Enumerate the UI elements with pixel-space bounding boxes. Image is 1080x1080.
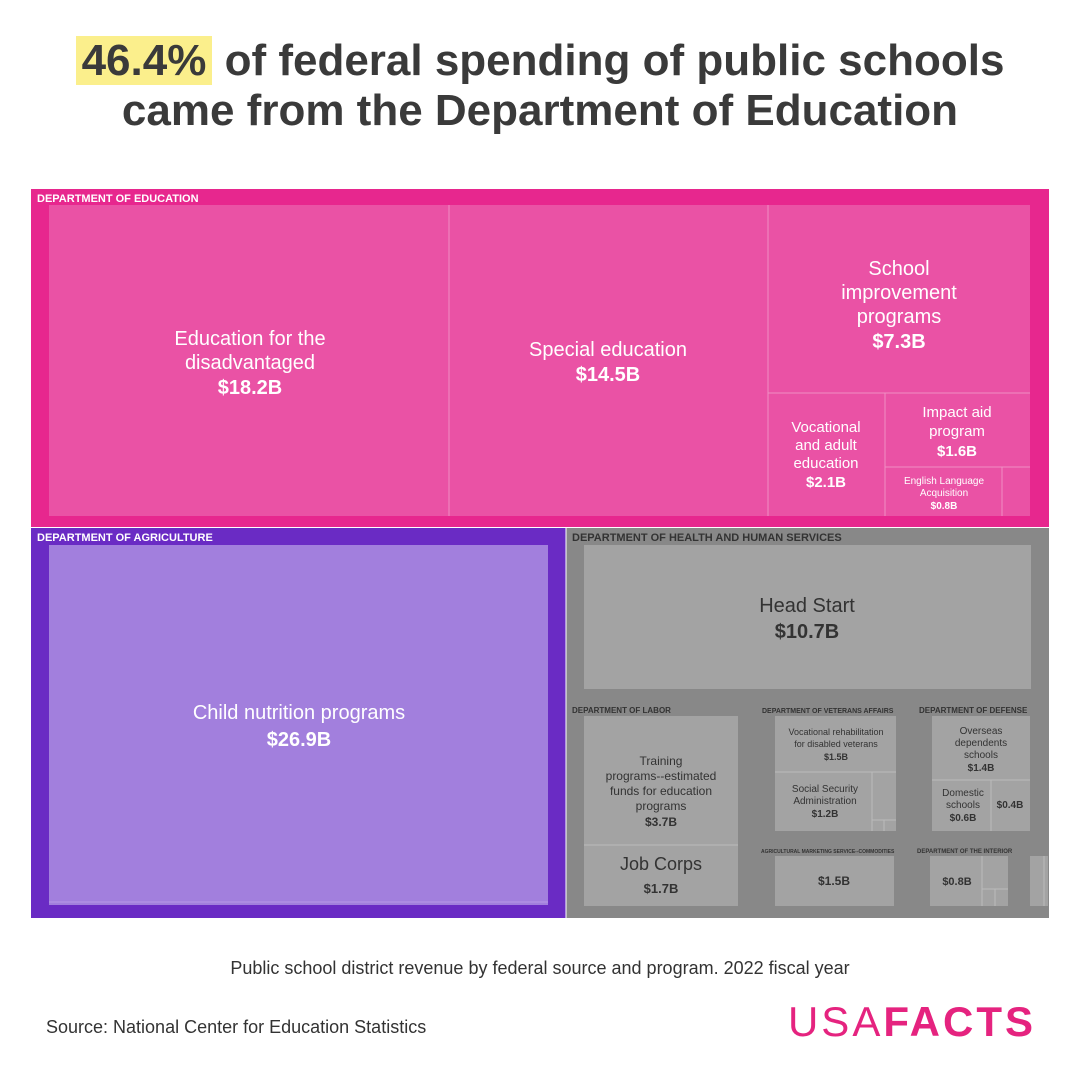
box-school-improvement-label-line-3: programs (857, 306, 941, 328)
box-school-improvement-label-line-2: improvement (841, 282, 957, 304)
box-vocational-rehab-label-line-2: for disabled veterans (794, 739, 878, 749)
group-label-ams: AGRICULTURAL MARKETING SERVICE--COMMODIT… (761, 849, 895, 855)
group-interior (912, 842, 1026, 918)
box-vocational-adult-label-line-2: and adult (795, 437, 858, 454)
box-head-start-label-line-1: Head Start (759, 595, 855, 617)
box-school-improvement-value: $7.3B (872, 331, 925, 353)
group-hhs (566, 528, 1049, 702)
box-english-language-label-line-2: Acquisition (920, 488, 968, 499)
box-school-improvement-label-line-1: School (868, 258, 929, 280)
labor-inner (584, 716, 738, 906)
box-training-programs-label-line-3: funds for education (610, 784, 712, 798)
group-label-agriculture: DEPARTMENT OF AGRICULTURE (37, 532, 213, 544)
box-education-disadvantaged-label-line-1: Education for the (174, 328, 325, 350)
chart-subtitle: Public school district revenue by federa… (230, 958, 850, 978)
box-head-start-value: $10.7B (775, 621, 840, 643)
box-overseas-schools-label-line-3: schools (964, 750, 998, 761)
title-line-1: 46.4% of federal spending of public scho… (0, 36, 1080, 86)
box-child-nutrition-label-line-1: Child nutrition programs (193, 702, 405, 724)
logo-part-usa: USA (787, 998, 884, 1045)
box-training-programs-label-line-1: Training (640, 754, 683, 768)
box-overseas-schools-label-line-1: Overseas (960, 726, 1003, 737)
box-social-security-label-line-2: Administration (793, 796, 856, 807)
hhs-inner (584, 545, 1031, 689)
box-domestic-schools-value: $0.6B (950, 813, 977, 824)
group-education (31, 189, 1049, 527)
box-job-corps-label-line-1: Job Corps (620, 854, 702, 874)
group-veterans (757, 702, 914, 842)
source-note: Source: National Center for Education St… (46, 1017, 427, 1037)
box-overseas-schools-label-line-2: dependents (955, 738, 1007, 749)
box-interior-value: $0.8B (942, 876, 971, 888)
box-english-language-label-line-1: English Language (904, 476, 985, 487)
box-special-education-label-line-1: Special education (529, 339, 687, 361)
group-label-education: DEPARTMENT OF EDUCATION (37, 193, 199, 205)
box-vocational-rehab-value: $1.5B (824, 752, 849, 762)
box-social-security-value: $1.2B (812, 809, 839, 820)
box-impact-aid-label-line-2: program (929, 423, 985, 440)
box-training-programs-label-line-2: programs--estimated (606, 769, 717, 783)
box-vocational-adult-label-line-3: education (793, 455, 858, 472)
misc-inner (1030, 856, 1048, 906)
box-ams-value: $1.5B (818, 874, 850, 888)
box-education-disadvantaged-value: $18.2B (218, 377, 283, 399)
group-labor (566, 702, 757, 918)
title-rest: of federal spending of public schools (212, 36, 1005, 85)
box-special-education-value: $14.5B (576, 364, 641, 386)
usafacts-logo: USAFACTS (788, 998, 1036, 1046)
box-english-language-value: $0.8B (931, 501, 958, 512)
education-inner (49, 205, 1030, 516)
group-label-veterans: DEPARTMENT OF VETERANS AFFAIRS (762, 708, 894, 715)
defense-inner (932, 716, 1030, 831)
logo-part-facts: FACTS (883, 998, 1036, 1045)
agriculture-inner (49, 545, 548, 905)
box-vocational-adult-label-line-1: Vocational (791, 419, 860, 436)
box-job-corps-value: $1.7B (644, 881, 679, 896)
interior-inner (930, 856, 1008, 906)
box-domestic-schools-label-line-1: Domestic (942, 788, 984, 799)
title-line-2: came from the Department of Education (121, 86, 959, 135)
box-overseas-schools-value: $1.4B (968, 763, 995, 774)
box-social-security-label-line-1: Social Security (792, 784, 858, 795)
group-label-labor: DEPARTMENT OF LABOR (572, 706, 671, 715)
box-vocational-rehab-label-line-1: Vocational rehabilitation (788, 727, 883, 737)
box-training-programs-label-line-4: programs (636, 799, 687, 813)
group-ams (757, 842, 912, 918)
box-vocational-adult-value: $2.1B (806, 474, 846, 491)
box-impact-aid-value: $1.6B (937, 443, 977, 460)
group-defense (914, 702, 1049, 842)
box-child-nutrition-value: $26.9B (267, 729, 332, 751)
box-domestic-schools-label-line-2: schools (946, 800, 980, 811)
box-defense-other-value: $0.4B (997, 800, 1024, 811)
box-education-disadvantaged-label-line-2: disadvantaged (185, 352, 315, 374)
group-agriculture (31, 528, 566, 918)
ams-inner (775, 856, 894, 906)
group-label-hhs: DEPARTMENT OF HEALTH AND HUMAN SERVICES (572, 532, 842, 544)
veterans-inner (775, 716, 896, 831)
box-training-programs-value: $3.7B (645, 815, 677, 829)
group-label-defense: DEPARTMENT OF DEFENSE (919, 706, 1028, 715)
chart-title: 46.4% of federal spending of public scho… (0, 36, 1080, 136)
title-highlight: 46.4% (75, 36, 213, 85)
group-label-interior: DEPARTMENT OF THE INTERIOR (917, 849, 1013, 855)
box-impact-aid-label-line-1: Impact aid (922, 404, 991, 421)
group-misc-small (1026, 842, 1049, 918)
